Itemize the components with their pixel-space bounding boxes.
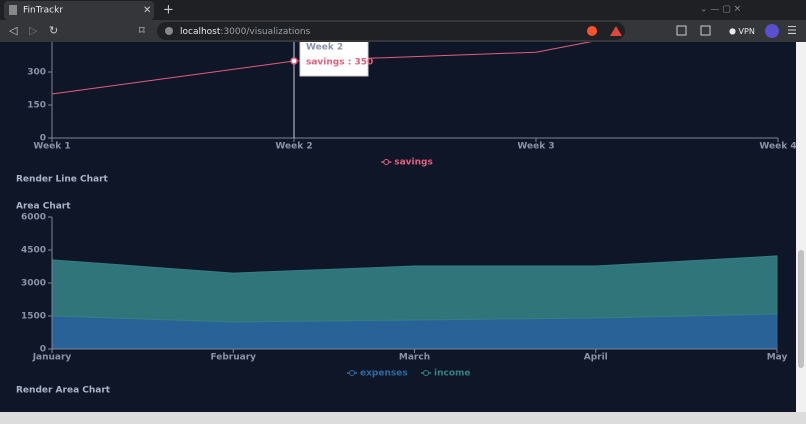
address-bar[interactable] (157, 22, 625, 40)
x-tick-label: March (399, 353, 430, 363)
y-tick-label: 300 (27, 68, 46, 78)
tab-bar (0, 0, 806, 20)
url-host: localhost (180, 27, 221, 37)
menu[interactable]: ☰ (787, 24, 797, 37)
y-tick-label: 150 (27, 101, 46, 111)
tab[interactable] (4, 1, 154, 20)
legend-icon-dot (423, 370, 429, 376)
x-tick-label: Week 4 (759, 142, 796, 152)
legend-icon-dot (383, 159, 390, 165)
wallet[interactable] (700, 25, 711, 36)
site-info[interactable] (165, 27, 173, 35)
url-path: :3000/visualizations (220, 27, 310, 37)
back[interactable]: ◁ (9, 24, 18, 37)
legend-label: savings (394, 158, 433, 168)
y-tick-label: 4500 (21, 246, 46, 256)
y-tick-label: 450 (27, 35, 46, 45)
bookmark[interactable]: ⌑ (139, 24, 145, 37)
active-dot (290, 57, 298, 65)
legend-icon-dot (349, 370, 355, 376)
new-tab[interactable]: + (163, 3, 174, 18)
y-tick-label: 6000 (21, 213, 46, 223)
window-controls[interactable]: ⌄ — ▢ ✕ (700, 5, 741, 15)
x-tick-label: February (210, 353, 256, 363)
legend-label: expenses (360, 369, 408, 379)
y-tick-label: 0 (40, 345, 46, 355)
tooltip (299, 42, 369, 77)
x-tick-label: Week 1 (33, 142, 70, 152)
line-caption: Render Line Chart (16, 175, 109, 185)
legend-label: income (434, 369, 471, 379)
brave-shield[interactable] (587, 26, 597, 36)
vpn-label: VPN (739, 27, 755, 36)
status-strip (0, 412, 806, 424)
area-caption: Render Area Chart (16, 386, 111, 396)
url: localhost:3000/visualizations (180, 27, 311, 37)
x-tick-label: January (32, 353, 72, 363)
sidebar[interactable] (676, 25, 687, 36)
area-title: Area Chart (16, 202, 71, 212)
rewards[interactable] (610, 26, 622, 36)
x-tick-label: May (767, 353, 788, 363)
vpn[interactable]: ● VPN (729, 27, 755, 36)
x-tick-label: April (584, 353, 608, 363)
tab-title: FinTrackr (23, 6, 63, 16)
scroll-thumb[interactable] (798, 250, 804, 368)
y-tick-label: 1500 (21, 312, 46, 322)
reload[interactable]: ↻ (49, 24, 58, 37)
x-tick-label: Week 3 (517, 142, 554, 152)
page-bg (0, 42, 796, 412)
y-tick-label: 3000 (21, 279, 46, 289)
line-series (51, 42, 593, 95)
tooltip-value: savings : 350 (306, 58, 373, 68)
scrollbar[interactable] (796, 42, 806, 412)
tab-icon (9, 5, 17, 15)
x-tick-label: Week 2 (275, 142, 312, 152)
y-tick-label: 0 (40, 134, 46, 144)
area-series (51, 255, 778, 323)
tooltip-title: Week 2 (306, 43, 343, 53)
tab-close[interactable]: ✕ (143, 5, 151, 16)
forward[interactable]: ▷ (29, 24, 38, 37)
content: Render Line Chart Area Chart Render Area… (16, 35, 796, 396)
profile[interactable] (765, 24, 779, 38)
